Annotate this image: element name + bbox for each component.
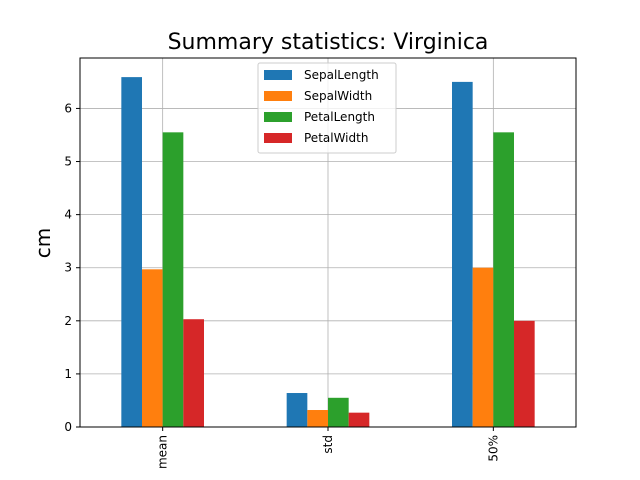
bar-sepallength-50pct — [452, 81, 473, 427]
legend-swatch-sepalwidth — [264, 91, 292, 101]
legend-swatch-sepallength — [264, 70, 292, 80]
x-tick-label: std — [321, 435, 335, 454]
legend-label-sepallength: SepalLength — [304, 68, 379, 82]
y-tick-label: 4 — [64, 208, 72, 222]
bar-petallength-mean — [162, 132, 184, 427]
legend-swatch-petalwidth — [264, 133, 292, 143]
legend-label-petallength: PetalLength — [304, 110, 375, 124]
y-tick-label: 5 — [64, 155, 72, 169]
x-tick-label: mean — [156, 435, 170, 469]
y-tick-label: 3 — [64, 261, 72, 275]
bar-petalwidth-mean — [183, 319, 204, 427]
bar-sepalwidth-std — [307, 410, 328, 427]
axes-layer: 0 1 2 3 4 5 6 mean std 50% — [64, 101, 500, 469]
y-tick-label: 0 — [64, 420, 72, 434]
y-tick-label: 2 — [64, 314, 72, 328]
legend: SepalLength SepalWidth PetalLength PetalWid… — [257, 62, 397, 154]
chart-title: Summary statistics: Virginica — [168, 30, 489, 55]
bar-sepalwidth-50pct — [472, 267, 494, 427]
y-axis-label: cm — [31, 228, 55, 258]
bar-petallength-std — [328, 397, 349, 427]
legend-box — [257, 62, 397, 154]
legend-label-petalwidth: PetalWidth — [304, 131, 368, 145]
bar-petalwidth-50pct — [514, 320, 535, 427]
bars-layer — [121, 77, 535, 427]
legend-label-sepalwidth: SepalWidth — [304, 89, 372, 103]
bar-sepallength-mean — [121, 77, 142, 427]
bar-sepallength-std — [286, 393, 308, 427]
y-tick-label: 6 — [64, 101, 72, 115]
bar-petallength-50pct — [493, 132, 514, 427]
y-tick-label: 1 — [64, 367, 72, 381]
legend-swatch-petallength — [264, 112, 292, 122]
bar-sepalwidth-mean — [142, 269, 163, 427]
bar-petalwidth-std — [348, 412, 370, 427]
x-tick-label: 50% — [486, 435, 500, 462]
